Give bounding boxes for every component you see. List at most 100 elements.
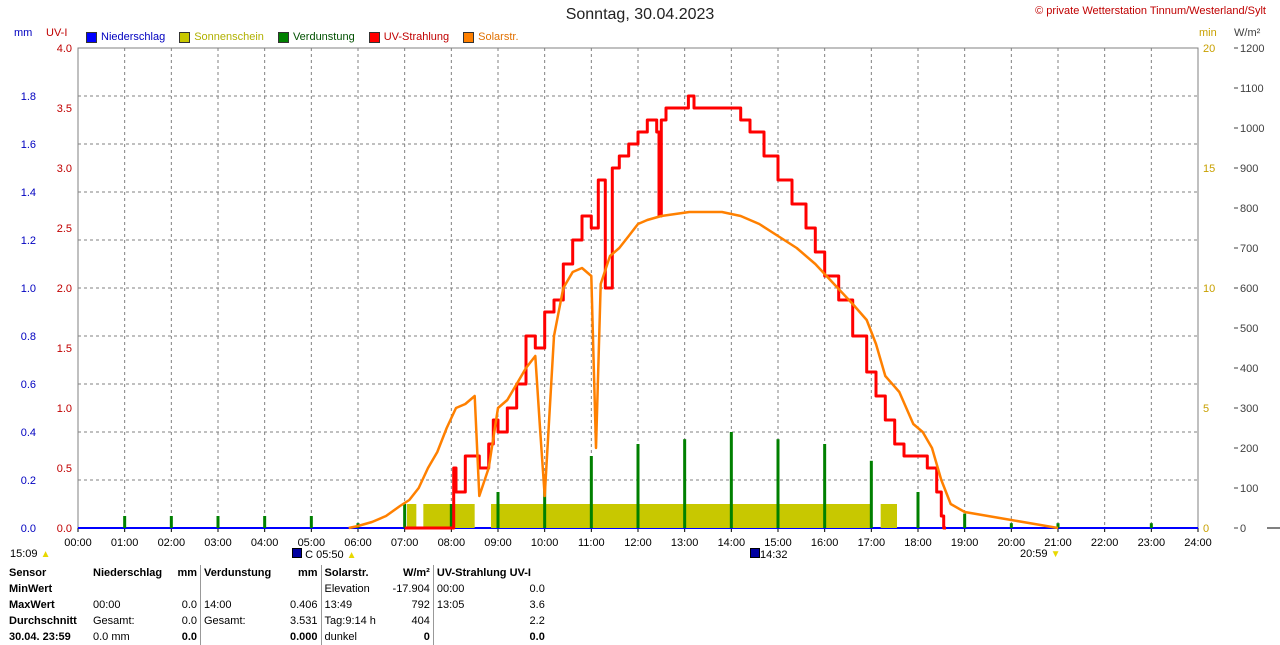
stats-header: mm xyxy=(297,567,318,579)
verdunstung-bar xyxy=(449,504,453,528)
stats-header: mm xyxy=(177,567,197,579)
x-tick-label: 19:00 xyxy=(951,537,979,549)
stats-label: MinWert xyxy=(9,583,53,595)
uv-tick-label: 0.0 xyxy=(57,523,72,535)
x-tick-label: 09:00 xyxy=(484,537,512,549)
verdunstung-bar xyxy=(823,444,827,528)
wm2-tick-label: 1100 xyxy=(1240,83,1264,95)
wm2-tick-label: 700 xyxy=(1240,243,1258,255)
moonrise-time: 15:09 xyxy=(10,548,38,560)
stats-cell: Gesamt: xyxy=(93,615,135,627)
wm2-tick-label: 600 xyxy=(1240,283,1258,295)
uv-tick-label: 3.5 xyxy=(57,103,72,115)
uv-series-line xyxy=(404,94,946,530)
sun-icon: ▼ xyxy=(1050,549,1061,560)
verdunstung-bar xyxy=(496,492,500,528)
uv-tick-label: 2.0 xyxy=(57,283,72,295)
mm-tick-label: 1.4 xyxy=(21,187,36,199)
stats-cell: 0.0 mm xyxy=(93,631,130,643)
mm-tick-label: 0.8 xyxy=(21,331,36,343)
stats-label: 30.04. 23:59 xyxy=(9,631,71,643)
stats-cell: 0.0 xyxy=(529,631,545,643)
sonnenschein-block xyxy=(423,504,475,528)
stats-cell: 14:00 xyxy=(200,597,287,613)
verdunstung-bar xyxy=(869,460,873,528)
stats-cell xyxy=(200,629,287,645)
x-tick-label: 02:00 xyxy=(158,537,186,549)
stats-row: Durchschnitt Gesamt: 0.0 Gesamt: 3.531 T… xyxy=(6,613,548,629)
stats-header: Sensor xyxy=(9,567,47,579)
verdunstung-bar xyxy=(216,516,220,528)
legend-item-verdunstung: Verdunstung xyxy=(277,31,355,43)
uv-tick-label: 4.0 xyxy=(57,43,72,55)
legend-swatch xyxy=(368,31,380,43)
mm-tick-label: 1.0 xyxy=(21,283,36,295)
stats-header: Niederschlag xyxy=(93,567,163,579)
stats-cell xyxy=(90,581,172,597)
wm2-tick-label: 800 xyxy=(1240,203,1258,215)
sunset-marker: 20:59 ▼ xyxy=(1020,548,1061,560)
uv-tick-label: 3.0 xyxy=(57,163,72,175)
verdunstung-bar xyxy=(1149,523,1153,528)
stats-cell: 00:00 xyxy=(432,581,504,597)
solar-noon-time: 14:32 xyxy=(760,549,788,561)
stats-cell: 0.0 xyxy=(181,631,197,643)
stats-cell: 0.0 xyxy=(181,615,197,627)
x-tick-label: 21:00 xyxy=(1044,537,1072,549)
x-tick-label: 22:00 xyxy=(1091,537,1119,549)
legend-label: Verdunstung xyxy=(292,31,355,43)
wm2-tick-label: 400 xyxy=(1240,363,1258,375)
stats-cell: 404 xyxy=(411,615,430,627)
stats-header: UV-Strahlung UV-I xyxy=(432,565,548,581)
legend-label: UV-Strahlung xyxy=(383,31,450,43)
x-tick-label: 11:00 xyxy=(578,537,605,549)
copyright-text: © private Wetterstation Tinnum/Westerlan… xyxy=(1035,5,1266,17)
legend-item-niederschlag: Niederschlag xyxy=(86,31,165,43)
moonrise-marker: 15:09 ▲ xyxy=(10,548,51,560)
wm2-tick-label: 200 xyxy=(1240,443,1258,455)
stats-row: MaxWert 00:00 0.0 14:00 0.406 13:49 792 … xyxy=(6,597,548,613)
stats-label: Durchschnitt xyxy=(9,615,77,627)
legend-item-sonnenschein: Sonnenschein xyxy=(179,31,264,43)
min-tick-label: 10 xyxy=(1203,283,1215,295)
verdunstung-bar xyxy=(263,516,267,528)
uv-tick-label: 2.5 xyxy=(57,223,72,235)
mm-tick-label: 0.2 xyxy=(21,475,36,487)
x-tick-label: 24:00 xyxy=(1184,537,1212,549)
x-tick-label: 00:00 xyxy=(64,537,92,549)
stats-cell: 00:00 xyxy=(93,599,121,611)
wm2-tick-label: 0 xyxy=(1240,523,1246,535)
solar-series-line xyxy=(348,210,1059,530)
x-tick-label: 12:00 xyxy=(624,537,652,549)
mm-tick-label: 1.6 xyxy=(21,139,36,151)
x-tick-label: 18:00 xyxy=(904,537,932,549)
stats-table: Sensor Niederschlag mm Verdunstung mm So… xyxy=(6,565,548,645)
chart-legend: Niederschlag Sonnenschein Verdunstung UV… xyxy=(86,31,533,43)
verdunstung-bar xyxy=(683,439,687,528)
unit-min-label: min xyxy=(1199,27,1217,39)
sonnenschein-block xyxy=(407,504,417,528)
verdunstung-bar xyxy=(169,516,173,528)
unit-uv-label: UV-I xyxy=(46,27,68,39)
stats-cell: Tag:9:14 h xyxy=(320,613,390,629)
wm2-tick-label: 1000 xyxy=(1240,123,1264,135)
stats-row: 30.04. 23:59 0.0 mm 0.0 0.000 dunkel 0 0… xyxy=(6,629,548,645)
stats-cell xyxy=(432,629,504,645)
legend-swatch xyxy=(179,31,191,43)
verdunstung-bar xyxy=(543,480,547,528)
legend-item-solar: Solarstr. xyxy=(463,31,519,43)
stats-label: MaxWert xyxy=(9,599,55,611)
x-tick-label: 07:00 xyxy=(391,537,419,549)
mm-tick-label: 0.0 xyxy=(21,523,36,535)
sunrise-time: 05:50 xyxy=(316,549,344,561)
legend-swatch xyxy=(463,31,475,43)
uv-tick-label: 1.5 xyxy=(57,343,72,355)
solar-noon-marker: 14:32 xyxy=(750,548,788,561)
stats-cell: 0.000 xyxy=(290,631,318,643)
chart-title: Sonntag, 30.04.2023 xyxy=(565,6,715,23)
x-tick-label: 16:00 xyxy=(811,537,839,549)
stats-cell: 0.0 xyxy=(529,583,545,595)
stats-row: MinWert Elevation -17.904 00:00 0.0 xyxy=(6,581,548,597)
verdunstung-bar xyxy=(1009,523,1013,528)
legend-swatch xyxy=(277,31,289,43)
